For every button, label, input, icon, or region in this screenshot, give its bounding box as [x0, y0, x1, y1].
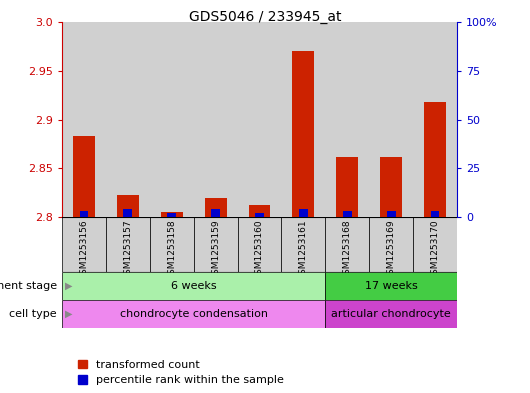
Bar [380, 156, 402, 217]
Text: cell type: cell type [9, 309, 57, 319]
Bar [237, 22, 281, 217]
Text: GDS5046 / 233945_at: GDS5046 / 233945_at [189, 10, 341, 24]
Bar [380, 156, 402, 217]
Text: articular chondrocyte: articular chondrocyte [331, 309, 451, 319]
Bar [431, 211, 439, 217]
Text: GSM1253160: GSM1253160 [255, 220, 264, 280]
Bar [62, 217, 106, 272]
Bar [161, 212, 183, 217]
Text: chondrocyte condensation: chondrocyte condensation [120, 309, 268, 319]
Text: GSM1253156: GSM1253156 [80, 220, 89, 280]
Bar [211, 209, 220, 217]
Bar [193, 217, 237, 272]
Bar [337, 156, 358, 217]
Bar [205, 198, 227, 217]
Bar [431, 211, 439, 217]
Text: 6 weeks: 6 weeks [171, 281, 216, 291]
Bar [117, 195, 139, 217]
Bar [123, 209, 132, 217]
Bar [62, 300, 325, 328]
Text: GSM1253169: GSM1253169 [387, 220, 396, 280]
Bar [299, 209, 308, 217]
Text: ▶: ▶ [65, 281, 72, 291]
Bar [325, 300, 457, 328]
Text: GSM1253168: GSM1253168 [343, 220, 352, 280]
Bar [80, 211, 89, 217]
Bar [369, 22, 413, 217]
Bar [387, 211, 395, 217]
Bar [343, 211, 352, 217]
Text: ▶: ▶ [65, 309, 72, 319]
Bar [325, 22, 369, 217]
Text: GSM1253161: GSM1253161 [299, 220, 308, 280]
Bar [281, 22, 325, 217]
Bar [424, 102, 446, 217]
Bar [249, 205, 270, 217]
Bar [106, 217, 150, 272]
Bar [106, 22, 150, 217]
Bar [150, 22, 193, 217]
Bar [73, 136, 95, 217]
Bar [424, 102, 446, 217]
Text: GSM1253157: GSM1253157 [123, 220, 132, 280]
Legend: transformed count, percentile rank within the sample: transformed count, percentile rank withi… [78, 360, 284, 386]
Bar [62, 272, 325, 300]
Bar [211, 209, 220, 217]
Bar [237, 217, 281, 272]
Bar [325, 272, 457, 300]
Bar [293, 51, 314, 217]
Bar [255, 213, 264, 217]
Bar [150, 217, 193, 272]
Bar [337, 156, 358, 217]
Bar [281, 217, 325, 272]
Bar [255, 213, 264, 217]
Bar [413, 22, 457, 217]
Text: 17 weeks: 17 weeks [365, 281, 418, 291]
Bar [167, 213, 176, 217]
Bar [369, 217, 413, 272]
Bar [205, 198, 227, 217]
Bar [293, 51, 314, 217]
Bar [73, 136, 95, 217]
Text: GSM1253158: GSM1253158 [167, 220, 176, 280]
Bar [193, 22, 237, 217]
Bar [299, 209, 308, 217]
Text: GSM1253170: GSM1253170 [430, 220, 439, 280]
Bar [325, 217, 369, 272]
Bar [343, 211, 352, 217]
Bar [249, 205, 270, 217]
Text: development stage: development stage [0, 281, 57, 291]
Bar [387, 211, 395, 217]
Bar [80, 211, 89, 217]
Bar [117, 195, 139, 217]
Bar [123, 209, 132, 217]
Bar [167, 213, 176, 217]
Bar [62, 22, 106, 217]
Text: GSM1253159: GSM1253159 [211, 220, 220, 280]
Bar [161, 212, 183, 217]
Bar [413, 217, 457, 272]
